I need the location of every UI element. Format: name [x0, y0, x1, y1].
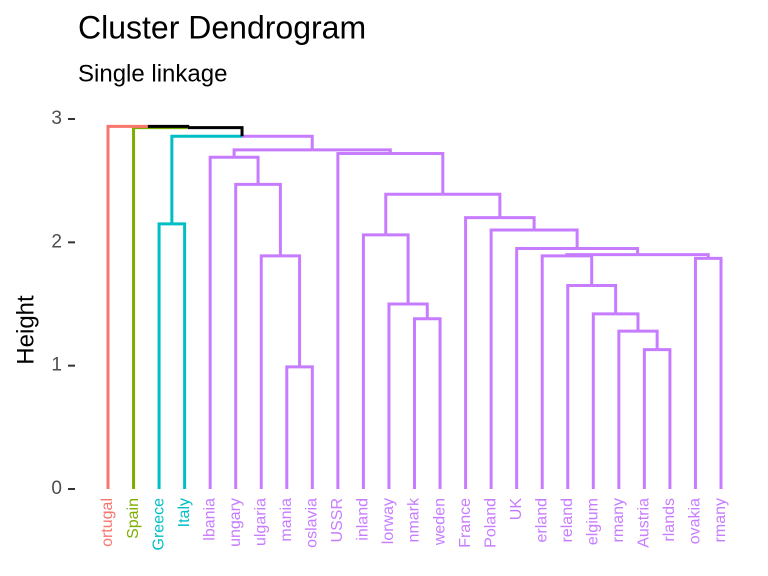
- dendrogram-link: [234, 182, 259, 489]
- dendrogram-link: [637, 329, 659, 350]
- dendrogram-link: [384, 192, 443, 235]
- dendrogram-link: [171, 222, 187, 489]
- dendrogram-link: [413, 317, 428, 489]
- dendrogram-link: [157, 222, 172, 489]
- dendrogram-link: [170, 134, 243, 224]
- dendrogram-link: [499, 216, 536, 230]
- leaf-label: ulgaria: [252, 498, 269, 546]
- dendrogram-link: [232, 148, 313, 158]
- dendrogram-link: [242, 134, 314, 150]
- dendrogram-link: [385, 233, 410, 304]
- dendrogram-link: [637, 253, 710, 259]
- y-tick-label: 3: [51, 108, 62, 129]
- leaf-label: ungary: [227, 498, 244, 547]
- dendrogram-link: [258, 182, 282, 256]
- dendrogram-link: [515, 247, 578, 489]
- leaf-label: reland: [559, 498, 576, 542]
- leaf-label: USSR: [329, 498, 346, 542]
- dendrogram-link: [387, 302, 409, 489]
- dendrogram-link: [565, 253, 638, 257]
- dendrogram-link: [336, 152, 391, 489]
- leaf-label: ortugal: [99, 498, 116, 547]
- dendrogram-link: [534, 228, 579, 249]
- dendrogram-link: [617, 329, 638, 489]
- dendrogram-link: [577, 247, 640, 255]
- dendrogram-link: [187, 126, 244, 137]
- dendrogram-link: [285, 365, 300, 489]
- dendrogram-link: [106, 124, 148, 489]
- leaf-label: inland: [355, 498, 372, 541]
- dendrogram-link: [234, 155, 260, 185]
- dendrogram-link: [489, 228, 535, 489]
- leaf-label: elgium: [585, 498, 602, 545]
- leaf-label: oslavia: [304, 498, 321, 548]
- dendrogram-link: [299, 365, 314, 489]
- dendrogram-link: [361, 233, 386, 489]
- dendrogram-link: [566, 284, 592, 489]
- leaf-label: Poland: [482, 498, 499, 548]
- leaf-label: rmany: [610, 498, 627, 542]
- leaf-label: Italy: [176, 498, 193, 527]
- leaf-label: Spain: [125, 498, 142, 539]
- dendrogram-link: [132, 126, 188, 489]
- dendrogram-link: [442, 192, 502, 218]
- dendrogram-link: [312, 148, 392, 154]
- dendrogram-link: [147, 124, 190, 128]
- leaf-label: France: [457, 498, 474, 548]
- dendrogram-link: [615, 312, 640, 332]
- leaf-label: rlands: [661, 498, 678, 542]
- dendrogram-link: [591, 284, 618, 314]
- leaf-label: mania: [278, 498, 295, 542]
- leaf-label: UK: [508, 498, 525, 521]
- dendrogram-link: [693, 256, 709, 489]
- dendrogram-link: [642, 348, 658, 489]
- leaf-label: ovakia: [687, 498, 704, 544]
- leaf-label: erland: [533, 498, 550, 542]
- dendrogram-link: [390, 152, 445, 195]
- leaf-label: Austria: [636, 498, 653, 548]
- dendrogram-link: [464, 216, 500, 489]
- y-tick-label: 2: [51, 231, 62, 252]
- dendrogram-link: [408, 302, 429, 319]
- leaf-label: nmark: [406, 497, 423, 542]
- dendrogram-link: [280, 254, 302, 367]
- dendrogram-link: [208, 155, 235, 489]
- dendrogram-link: [708, 256, 723, 489]
- dendrogram-link: [566, 254, 594, 286]
- y-tick-label: 0: [51, 478, 62, 499]
- chart-subtitle: Single linkage: [78, 60, 227, 87]
- y-axis-label: Height: [12, 295, 39, 365]
- dendrogram-link: [591, 312, 616, 489]
- leaf-label: lbania: [201, 498, 218, 541]
- dendrogram-link: [540, 254, 567, 489]
- dendrogram-link: [259, 254, 281, 489]
- dendrogram-link: [657, 348, 672, 489]
- chart-title: Cluster Dendrogram: [78, 9, 366, 45]
- leaf-label: Greece: [150, 498, 167, 551]
- dendrogram-link: [427, 317, 442, 489]
- leaf-label: rmany: [712, 498, 729, 542]
- leaf-label: lorway: [380, 498, 397, 544]
- y-tick-label: 1: [51, 355, 62, 376]
- leaf-label: weden: [431, 498, 448, 546]
